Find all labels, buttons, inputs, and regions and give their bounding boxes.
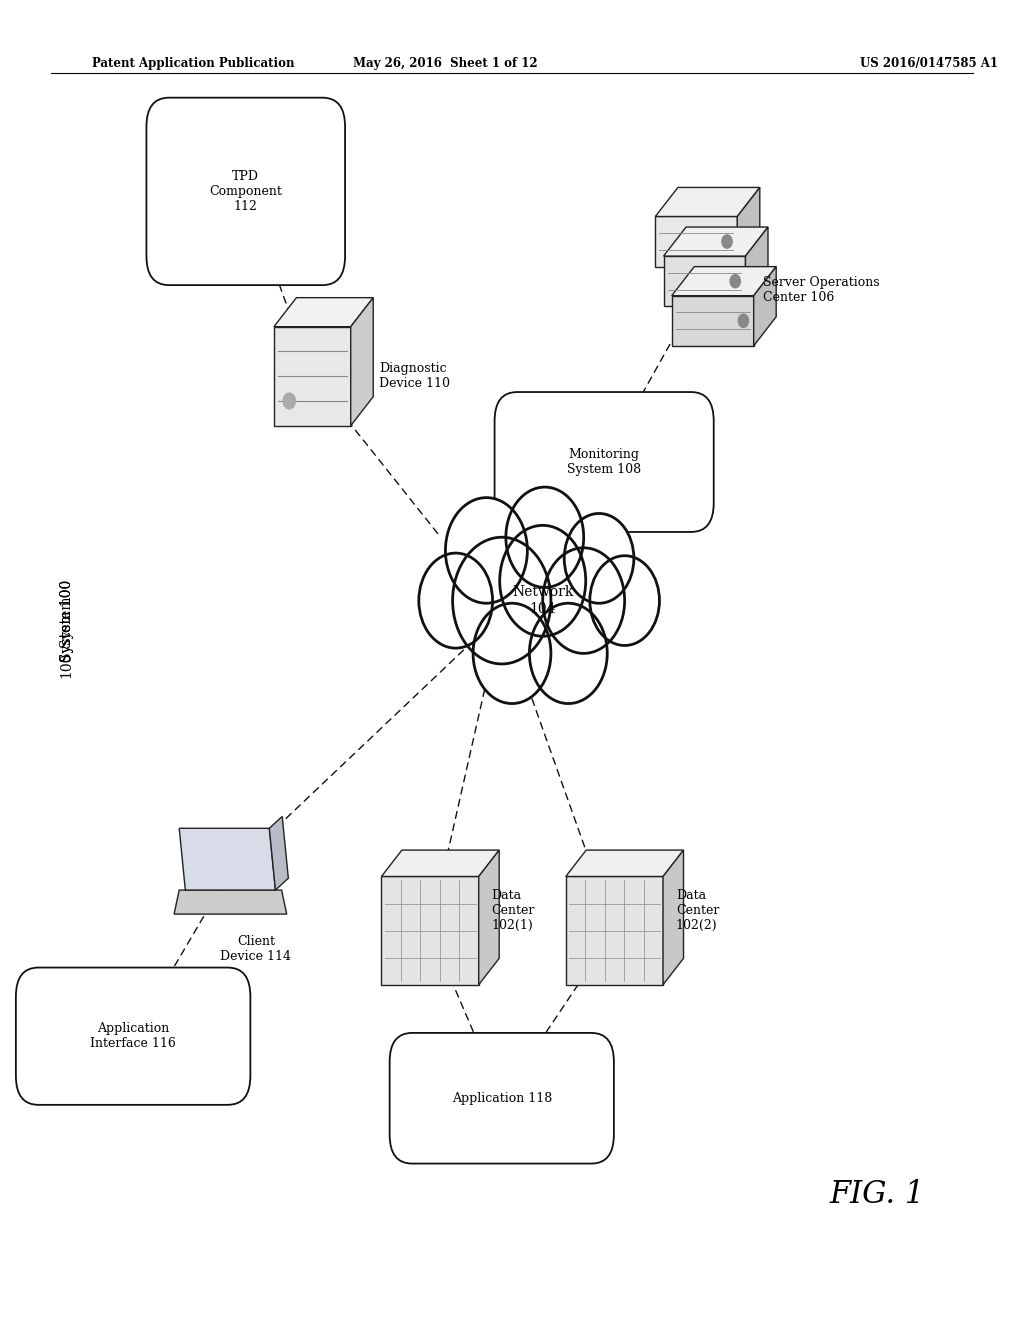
Circle shape — [506, 487, 584, 587]
Polygon shape — [381, 850, 500, 876]
Text: Data
Center
102(2): Data Center 102(2) — [676, 890, 719, 932]
Text: Server Operations
Center 106: Server Operations Center 106 — [763, 276, 880, 305]
Circle shape — [543, 548, 625, 653]
Text: May 26, 2016  Sheet 1 of 12: May 26, 2016 Sheet 1 of 12 — [353, 58, 538, 70]
FancyBboxPatch shape — [16, 968, 250, 1105]
Circle shape — [283, 393, 296, 409]
Polygon shape — [350, 298, 373, 425]
FancyBboxPatch shape — [565, 876, 664, 985]
Polygon shape — [664, 850, 684, 985]
Text: System: System — [59, 593, 74, 648]
Text: Monitoring
System 108: Monitoring System 108 — [567, 447, 641, 477]
Polygon shape — [672, 267, 776, 296]
Polygon shape — [174, 890, 287, 913]
Polygon shape — [655, 187, 760, 216]
Circle shape — [590, 556, 659, 645]
Text: System 100: System 100 — [59, 579, 74, 661]
Polygon shape — [269, 816, 289, 890]
Text: US 2016/0147585 A1: US 2016/0147585 A1 — [860, 58, 998, 70]
Text: FIG. 1: FIG. 1 — [829, 1179, 925, 1210]
Text: Network
104: Network 104 — [512, 586, 573, 615]
FancyBboxPatch shape — [672, 296, 754, 346]
FancyBboxPatch shape — [381, 876, 479, 985]
Text: 100: 100 — [59, 652, 74, 678]
Circle shape — [738, 314, 749, 327]
FancyBboxPatch shape — [146, 98, 345, 285]
Circle shape — [730, 275, 740, 288]
Text: Application
Interface 116: Application Interface 116 — [90, 1022, 176, 1051]
Text: Application 118: Application 118 — [452, 1092, 552, 1105]
FancyBboxPatch shape — [664, 256, 745, 306]
Circle shape — [529, 603, 607, 704]
Circle shape — [419, 553, 493, 648]
Polygon shape — [664, 227, 768, 256]
Text: Patent Application Publication: Patent Application Publication — [92, 58, 295, 70]
FancyBboxPatch shape — [425, 535, 625, 640]
Text: TPD
Component
112: TPD Component 112 — [209, 170, 283, 213]
Polygon shape — [274, 298, 373, 327]
Polygon shape — [737, 187, 760, 267]
Polygon shape — [565, 850, 684, 876]
Polygon shape — [745, 227, 768, 306]
Circle shape — [564, 513, 634, 603]
FancyBboxPatch shape — [655, 216, 737, 267]
Text: Client
Device 114: Client Device 114 — [220, 935, 292, 962]
Polygon shape — [179, 829, 275, 890]
FancyBboxPatch shape — [495, 392, 714, 532]
Circle shape — [473, 603, 551, 704]
Circle shape — [445, 498, 527, 603]
Circle shape — [500, 525, 586, 636]
FancyBboxPatch shape — [389, 1032, 613, 1164]
Text: Data
Center
102(1): Data Center 102(1) — [492, 890, 535, 932]
Circle shape — [453, 537, 551, 664]
Circle shape — [722, 235, 732, 248]
Polygon shape — [478, 850, 500, 985]
FancyBboxPatch shape — [274, 327, 350, 425]
Text: System 100: System 100 — [59, 579, 74, 661]
Text: Diagnostic
Device 110: Diagnostic Device 110 — [379, 362, 450, 391]
Polygon shape — [754, 267, 776, 346]
